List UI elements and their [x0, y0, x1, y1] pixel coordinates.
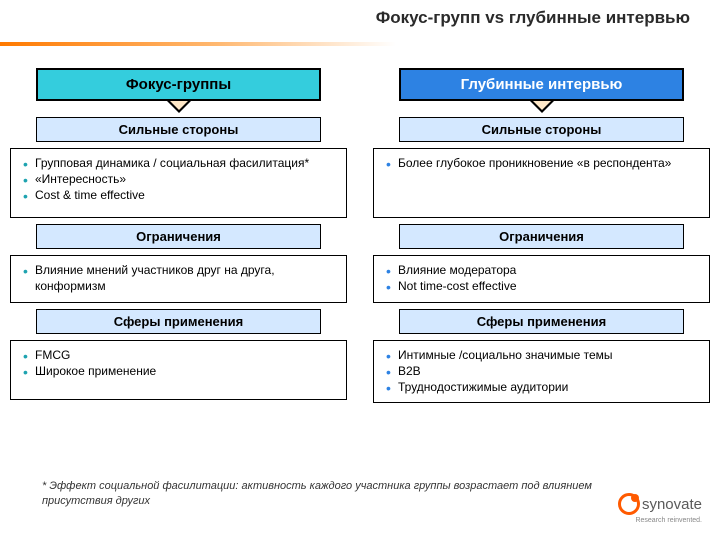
logo: synovate Research reinvented. — [618, 493, 702, 524]
content-limits: Влияние модератора Not time-cost effecti… — [373, 255, 710, 303]
content-limits: Влияние мнений участников друг на друга,… — [10, 255, 347, 303]
slide-title: Фокус-групп vs глубинные интервью — [376, 8, 690, 28]
list-item: «Интересность» — [21, 171, 336, 187]
main-header-wrap: Фокус-группы — [10, 68, 347, 111]
section-header-scope: Сферы применения — [36, 309, 321, 334]
main-header-focus-groups: Фокус-группы — [36, 68, 321, 101]
list-item: Интимные /социально значимые темы — [384, 347, 699, 363]
list-item: B2B — [384, 363, 699, 379]
comparison-columns: Фокус-группы Сильные стороны Групповая д… — [10, 68, 710, 403]
list-item: Более глубокое проникновение «в респонде… — [384, 155, 699, 171]
list-item: FMCG — [21, 347, 336, 363]
accent-line — [0, 42, 720, 46]
logo-mark-icon — [618, 493, 640, 515]
section-header-scope: Сферы применения — [399, 309, 684, 334]
main-header-wrap: Глубинные интервью — [373, 68, 710, 111]
list-item: Труднодостижимые аудитории — [384, 379, 699, 395]
logo-subtitle: Research reinvented. — [618, 517, 702, 524]
list-item: Cost & time effective — [21, 187, 336, 203]
content-strengths: Более глубокое проникновение «в респонде… — [373, 148, 710, 218]
footnote: * Эффект социальной фасилитации: активно… — [42, 479, 600, 508]
main-header-depth-interviews: Глубинные интервью — [399, 68, 684, 101]
section-header-strengths: Сильные стороны — [399, 117, 684, 142]
content-strengths: Групповая динамика / социальная фасилита… — [10, 148, 347, 218]
list-item: Широкое применение — [21, 363, 336, 379]
content-scope: FMCG Широкое применение — [10, 340, 347, 400]
list-item: Not time-cost effective — [384, 278, 699, 294]
section-header-limits: Ограничения — [399, 224, 684, 249]
logo-text: synovate — [642, 496, 702, 513]
column-focus-groups: Фокус-группы Сильные стороны Групповая д… — [10, 68, 347, 403]
content-scope: Интимные /социально значимые темы B2B Тр… — [373, 340, 710, 403]
list-item: Групповая динамика / социальная фасилита… — [21, 155, 336, 171]
list-item: Влияние мнений участников друг на друга,… — [21, 262, 336, 294]
list-item: Влияние модератора — [384, 262, 699, 278]
section-header-limits: Ограничения — [36, 224, 321, 249]
section-header-strengths: Сильные стороны — [36, 117, 321, 142]
column-depth-interviews: Глубинные интервью Сильные стороны Более… — [373, 68, 710, 403]
